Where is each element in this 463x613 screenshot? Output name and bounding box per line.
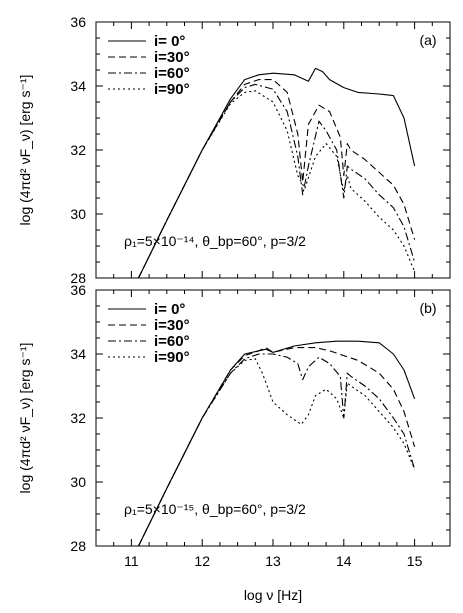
y-axis-label: log (4πd² νF_ν) [erg s⁻¹]: [17, 343, 33, 494]
series-line-3: [138, 90, 416, 278]
series-line-3: [138, 358, 416, 546]
y-tick-label: 34: [70, 346, 86, 362]
x-tick-label: 11: [124, 553, 139, 569]
x-axis-label: log ν [Hz]: [244, 587, 302, 603]
y-tick-label: 28: [70, 270, 86, 286]
chart-panel-b: 28 30 32 34 36 11 12 13 14 15 log ν [Hz] log (4πd² …: [17, 282, 451, 603]
curves: [138, 340, 416, 546]
y-tick-label: 34: [70, 78, 86, 94]
y-tick-label: 36: [70, 282, 86, 298]
series-line-2: [138, 83, 416, 278]
series-line-1: [138, 79, 416, 278]
panel-label: (a): [419, 32, 436, 48]
x-tick-label: 14: [336, 553, 352, 569]
x-tick-label: 13: [265, 553, 281, 569]
curves: [138, 67, 416, 278]
y-axis-label: log (4πd² νF_ν) [erg s⁻¹]: [17, 75, 33, 226]
x-tick-label: 15: [407, 553, 423, 569]
parameter-annotation: ρ₁=5×10⁻¹⁵, θ_bp=60°, p=3/2: [124, 501, 306, 517]
y-tick-label: 32: [70, 410, 86, 426]
y-tick-label: 32: [70, 142, 86, 158]
parameter-annotation: ρ₁=5×10⁻¹⁴, θ_bp=60°, p=3/2: [124, 233, 306, 249]
y-tick-label: 28: [70, 538, 86, 554]
panel-label: (b): [419, 300, 436, 316]
x-tick-label: 12: [194, 553, 210, 569]
legend-label: i= 0°: [154, 301, 185, 318]
legend-label: i=60°: [154, 65, 190, 82]
series-line-1: [138, 347, 416, 546]
y-tick-label: 30: [70, 206, 86, 222]
legend-label: i=90°: [154, 349, 190, 366]
chart-panel-a: 28 30 32 34 36 log (4πd² νF_ν) [erg s⁻¹] i= 0°…: [17, 14, 451, 286]
legend-label: i=90°: [154, 81, 190, 98]
y-tick-label: 36: [70, 14, 86, 30]
legend-label: i=60°: [154, 333, 190, 350]
y-tick-label: 30: [70, 474, 86, 490]
legend-label: i=30°: [154, 49, 190, 66]
series-line-0: [138, 67, 416, 278]
legend-label: i=30°: [154, 317, 190, 334]
series-line-2: [138, 353, 416, 546]
legend-label: i= 0°: [154, 33, 185, 50]
